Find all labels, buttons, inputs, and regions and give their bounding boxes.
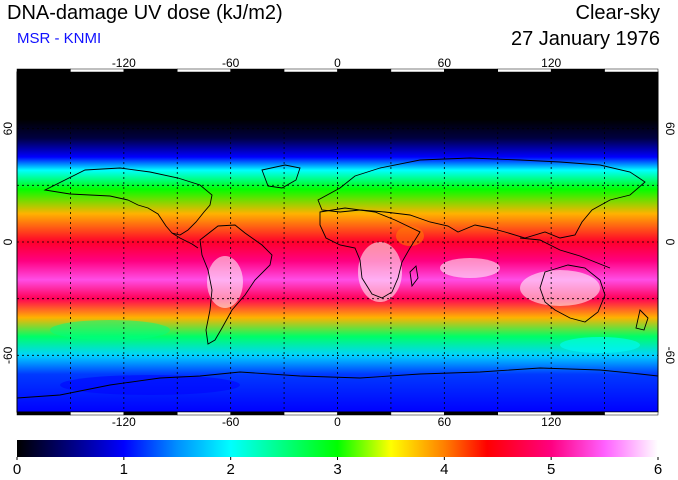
- colorbar-tick-label: 6: [654, 461, 662, 478]
- axis-labels: -120 -120 -60 -60 0 0 60 60 120 120 60 60 0 0 -60 -60: [1, 56, 677, 429]
- coast-new-zealand: [635, 309, 649, 331]
- frame-ticks: [16, 68, 659, 416]
- frame-tick-bottom: [16, 411, 71, 416]
- lat-label-right: 60: [663, 122, 677, 136]
- frame-tick-top: [390, 68, 445, 73]
- lat-label-left: 60: [1, 122, 15, 136]
- lon-label-top: -120: [112, 56, 136, 70]
- lat-label-left: -60: [1, 346, 15, 364]
- frame-tick-top: [283, 68, 338, 73]
- frame-tick-top: [604, 68, 659, 73]
- lon-label-top: 120: [541, 56, 561, 70]
- frame-tick-bottom: [337, 411, 392, 416]
- colorbar-tick-label: 2: [226, 461, 234, 478]
- colorbar-tick-label: 4: [440, 461, 448, 478]
- product-label: Clear-sky: [575, 2, 660, 24]
- colorbar-strip: [17, 440, 658, 457]
- source-label: MSR - KNMI: [17, 30, 102, 47]
- map-gridlines: [17, 72, 658, 412]
- coast-central-america: [171, 232, 199, 249]
- lon-label-bottom: -120: [112, 415, 136, 429]
- lon-label-top: 60: [438, 56, 452, 70]
- map-field: [17, 72, 658, 412]
- lat-label-right: 0: [663, 239, 677, 246]
- lon-label-top: 0: [334, 56, 341, 70]
- coast-greenland: [261, 164, 301, 189]
- colorbar-ticks: 0 1 2 3 4 5 6: [13, 457, 662, 478]
- lon-label-bottom: 0: [334, 415, 341, 429]
- colorbar-tick-label: 1: [120, 461, 128, 478]
- coast-southeast-asia: [519, 237, 611, 269]
- frame-tick-bottom: [283, 411, 338, 416]
- lon-label-bottom: 60: [438, 415, 452, 429]
- frame-tick-bottom: [444, 411, 499, 416]
- colorbar-tick-label: 5: [547, 461, 555, 478]
- frame-tick-top: [444, 68, 499, 73]
- frame-tick-bottom: [390, 411, 445, 416]
- colorbar: 0 1 2 3 4 5 6: [13, 440, 662, 478]
- frame-tick-top: [16, 68, 71, 73]
- date-label: 27 January 1976: [510, 28, 660, 50]
- lat-label-right: -60: [663, 347, 677, 365]
- frame-tick-bottom: [604, 411, 659, 416]
- coast-antarctica: [17, 367, 658, 399]
- lat-label-left: 0: [1, 238, 15, 245]
- lon-label-bottom: -60: [222, 415, 240, 429]
- frame-tick-top: [337, 68, 392, 73]
- coast-australia: [539, 264, 606, 323]
- chart-title: DNA-damage UV dose (kJ/m2): [7, 2, 283, 24]
- lon-label-top: -60: [222, 56, 240, 70]
- coast-eurasia: [317, 157, 646, 239]
- coast-north-america: [43, 167, 213, 236]
- colorbar-tick-label: 3: [333, 461, 341, 478]
- lon-label-bottom: 120: [541, 415, 561, 429]
- coast-madagascar: [409, 265, 419, 288]
- coast-south-america: [199, 224, 273, 345]
- colorbar-tick-label: 0: [13, 461, 21, 478]
